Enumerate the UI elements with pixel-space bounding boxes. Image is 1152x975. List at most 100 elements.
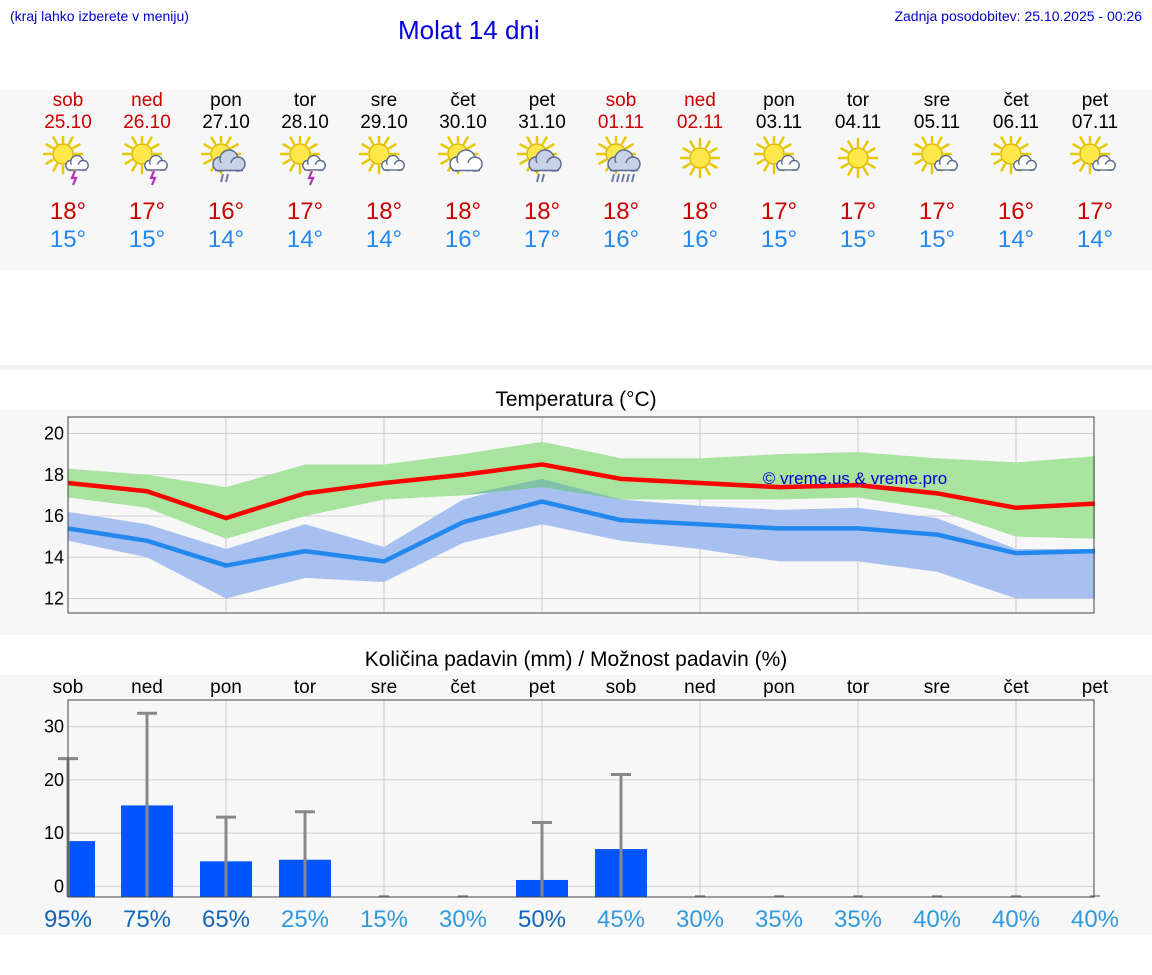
day-date: 30.10 <box>423 112 503 134</box>
sun-small-cloud-icon <box>912 136 962 186</box>
min-temperature: 15° <box>739 226 819 254</box>
sun-icon <box>675 136 725 186</box>
max-temperature: 18° <box>344 198 424 226</box>
sun-cloud-rain-icon <box>201 136 251 186</box>
y-tick-label: 20 <box>44 424 64 444</box>
max-temperature: 17° <box>1055 198 1135 226</box>
sun-small-cloud-icon <box>754 136 804 186</box>
x-category-label: sob <box>606 677 637 698</box>
max-temperature: 18° <box>660 198 740 226</box>
day-name: pon <box>186 90 266 112</box>
precipitation-probability: 50% <box>518 906 566 933</box>
page-title: Molat 14 dni <box>398 15 540 46</box>
min-temperature: 14° <box>1055 226 1135 254</box>
day-name: pon <box>739 90 819 112</box>
sun-cloud-heavy-rain-icon <box>596 136 646 186</box>
day-name: tor <box>818 90 898 112</box>
day-name: tor <box>265 90 345 112</box>
forecast-day: tor 04.11 17° 15° <box>818 90 898 270</box>
day-date: 05.11 <box>897 112 977 134</box>
sun-cloud-icon <box>438 136 488 186</box>
x-category-label: ned <box>684 677 716 698</box>
day-date: 26.10 <box>107 112 187 134</box>
precipitation-chart: sob ned pon tor sre čet pet sob ned pon tor sre čet p… <box>0 675 1152 935</box>
x-category-label: pon <box>763 677 795 698</box>
day-name: sob <box>28 90 108 112</box>
x-category-label: sre <box>371 677 397 698</box>
location-hint-link[interactable]: (kraj lahko izberete v meniju) <box>10 8 189 24</box>
min-temperature: 14° <box>186 226 266 254</box>
min-temperature: 15° <box>897 226 977 254</box>
sun-cloud-rain-icon <box>517 136 567 186</box>
sun-small-cloud-icon <box>1070 136 1120 186</box>
day-name: pet <box>502 90 582 112</box>
day-name: sob <box>581 90 661 112</box>
max-temperature: 18° <box>502 198 582 226</box>
separator <box>0 365 1152 370</box>
day-date: 28.10 <box>265 112 345 134</box>
y-tick-label: 10 <box>44 823 64 843</box>
max-temperature: 18° <box>581 198 661 226</box>
day-date: 07.11 <box>1055 112 1135 134</box>
x-category-label: sre <box>924 677 950 698</box>
max-temperature: 17° <box>107 198 187 226</box>
watermark: © vreme.us & vreme.pro <box>763 469 947 488</box>
forecast-day: ned 02.11 18° 16° <box>660 90 740 270</box>
rain-drop <box>632 174 634 182</box>
day-date: 04.11 <box>818 112 898 134</box>
max-temperature: 18° <box>423 198 503 226</box>
x-category-label: čet <box>1003 677 1029 698</box>
sun-icon <box>833 136 883 186</box>
max-temperature: 17° <box>739 198 819 226</box>
forecast-day: sob 25.10 18° 15° <box>28 90 108 270</box>
day-date: 01.11 <box>581 112 661 134</box>
precipitation-probability: 40% <box>992 906 1040 933</box>
forecast-strip: sob 25.10 18° 15° ned 26.10 17° 15° pon 27.10 16° 1… <box>0 90 1152 270</box>
precipitation-probability: 25% <box>281 906 329 933</box>
min-temperature: 14° <box>344 226 424 254</box>
max-temperature: 17° <box>897 198 977 226</box>
lightning <box>309 171 313 185</box>
max-temperature: 18° <box>28 198 108 226</box>
forecast-day: pon 27.10 16° 14° <box>186 90 266 270</box>
precipitation-probability: 40% <box>1071 906 1119 933</box>
min-temperature: 17° <box>502 226 582 254</box>
rain-drop <box>537 174 539 182</box>
day-date: 06.11 <box>976 112 1056 134</box>
precipitation-probability: 75% <box>123 906 171 933</box>
y-tick-label: 12 <box>44 589 64 609</box>
day-date: 27.10 <box>186 112 266 134</box>
min-temperature: 14° <box>976 226 1056 254</box>
day-name: sre <box>344 90 424 112</box>
precipitation-probability: 35% <box>834 906 882 933</box>
sun-disc <box>690 148 710 168</box>
y-tick-label: 14 <box>44 547 64 567</box>
sun-cloud-storm-icon <box>43 136 93 186</box>
day-date: 03.11 <box>739 112 819 134</box>
day-date: 31.10 <box>502 112 582 134</box>
x-category-label: ned <box>131 677 163 698</box>
x-category-label: tor <box>847 677 870 698</box>
y-tick-label: 30 <box>44 717 64 737</box>
min-temperature: 16° <box>660 226 740 254</box>
day-name: ned <box>660 90 740 112</box>
precipitation-chart-title: Količina padavin (mm) / Možnost padavin … <box>0 648 1152 672</box>
forecast-day: pon 03.11 17° 15° <box>739 90 819 270</box>
forecast-day: tor 28.10 17° 14° <box>265 90 345 270</box>
forecast-day: čet 30.10 18° 16° <box>423 90 503 270</box>
rain-drop <box>627 174 629 182</box>
forecast-day: pet 07.11 17° 14° <box>1055 90 1135 270</box>
sun-disc <box>848 148 868 168</box>
precipitation-probability: 40% <box>913 906 961 933</box>
sun-small-cloud-icon <box>359 136 409 186</box>
forecast-day: čet 06.11 16° 14° <box>976 90 1056 270</box>
y-tick-label: 0 <box>54 876 64 896</box>
precipitation-probability: 30% <box>676 906 724 933</box>
day-name: čet <box>976 90 1056 112</box>
forecast-day: pet 31.10 18° 17° <box>502 90 582 270</box>
min-temperature: 15° <box>818 226 898 254</box>
min-temperature: 16° <box>423 226 503 254</box>
y-tick-label: 20 <box>44 770 64 790</box>
x-category-label: čet <box>450 677 476 698</box>
sun-cloud-storm-icon <box>280 136 330 186</box>
